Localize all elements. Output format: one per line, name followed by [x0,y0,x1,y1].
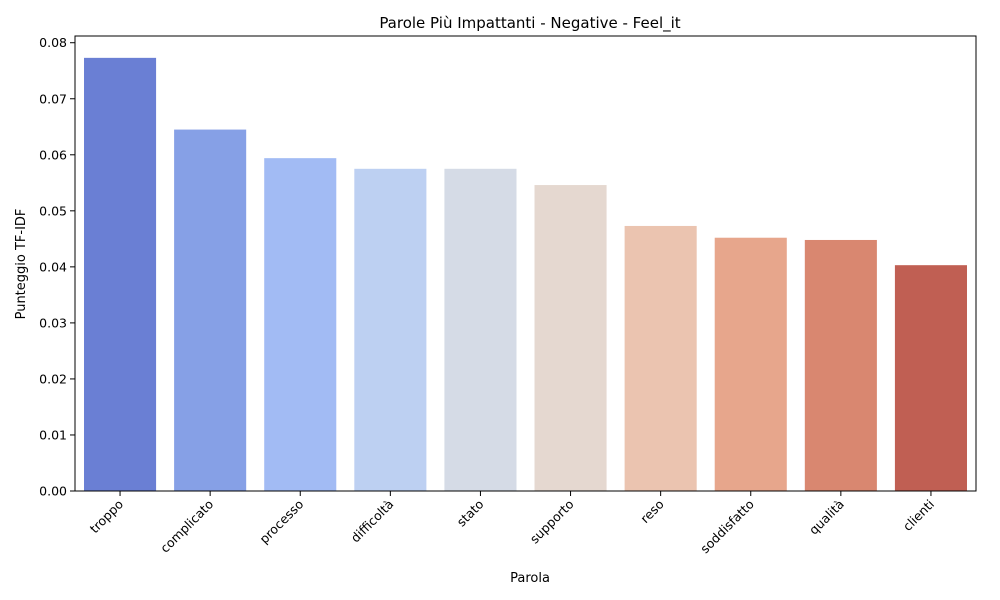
y-tick-label: 0.08 [39,35,67,50]
bar-4 [444,168,517,491]
y-tick-label: 0.03 [39,315,67,330]
y-tick-label: 0.00 [39,484,67,499]
x-tick-label: processo [256,497,306,547]
bar-8 [804,239,877,491]
bar-7 [714,237,787,491]
bar-5 [534,185,607,491]
x-tick-label: qualità [806,497,847,538]
x-tick-label: supporto [527,497,577,547]
plot-frame [74,35,977,492]
y-tick-label: 0.04 [39,259,67,274]
bar-1 [174,129,247,492]
bar-3 [354,168,427,491]
bars-group [84,57,967,492]
x-tick-label: reso [637,497,666,526]
x-tick-label: complicato [157,497,216,556]
y-tick-label: 0.05 [39,203,67,218]
bar-6 [624,225,697,491]
x-tick-label: soddisfatto [697,497,757,557]
y-tick-label: 0.02 [39,371,67,386]
y-tick-label: 0.06 [39,147,67,162]
bar-9 [894,265,967,491]
chart-title: Parole Più Impattanti - Negative - Feel_… [379,14,680,33]
y-axis-label: Punteggio TF-IDF [14,209,29,320]
x-axis: troppo complicato processo difficoltà stato s… [87,491,937,556]
x-axis-label: Parola [510,571,550,586]
y-tick-label: 0.07 [39,91,67,106]
bar-2 [264,158,337,492]
x-tick-label: stato [454,497,487,530]
y-axis: 0.00 0.01 0.02 0.03 0.04 0.05 0.06 0.07 0.08 [39,35,75,499]
y-tick-label: 0.01 [39,427,67,442]
x-tick-label: clienti [900,497,937,534]
x-tick-label: difficoltà [348,497,397,546]
bar-0 [84,57,157,491]
x-tick-label: troppo [87,497,127,537]
